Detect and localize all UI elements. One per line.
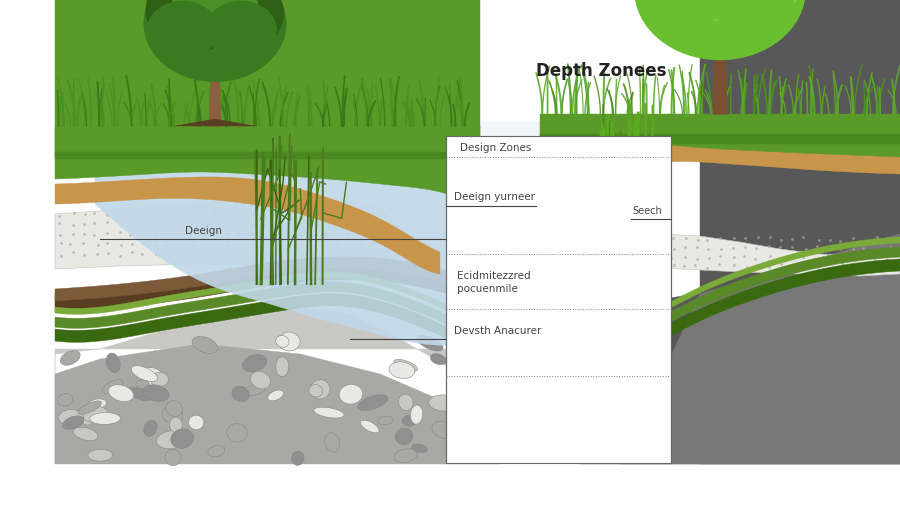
Polygon shape (620, 234, 900, 464)
Ellipse shape (143, 0, 286, 82)
Ellipse shape (360, 420, 379, 433)
Polygon shape (713, 29, 727, 114)
Ellipse shape (83, 407, 108, 423)
Ellipse shape (227, 424, 248, 442)
Ellipse shape (128, 388, 152, 401)
Ellipse shape (192, 0, 284, 52)
Ellipse shape (157, 431, 187, 449)
Ellipse shape (430, 354, 446, 364)
Polygon shape (55, 256, 550, 303)
Ellipse shape (144, 420, 158, 436)
Ellipse shape (171, 429, 194, 448)
Ellipse shape (417, 335, 443, 351)
Polygon shape (55, 259, 900, 361)
Ellipse shape (165, 449, 181, 466)
Ellipse shape (411, 444, 428, 453)
Ellipse shape (267, 390, 284, 401)
Ellipse shape (275, 336, 289, 347)
Ellipse shape (205, 1, 277, 59)
Ellipse shape (147, 1, 218, 59)
Polygon shape (95, 152, 610, 350)
Ellipse shape (88, 449, 112, 461)
Text: Depth Zonees: Depth Zonees (536, 62, 666, 80)
Ellipse shape (325, 433, 339, 452)
Ellipse shape (62, 416, 84, 429)
Ellipse shape (275, 357, 289, 377)
Bar (446, 136, 670, 463)
Polygon shape (540, 122, 900, 157)
Polygon shape (55, 237, 900, 333)
Text: Seech: Seech (633, 206, 662, 216)
Ellipse shape (669, 0, 771, 9)
Ellipse shape (146, 0, 246, 51)
Text: Deeign yurneer: Deeign yurneer (454, 192, 535, 202)
Polygon shape (55, 148, 480, 204)
Ellipse shape (432, 421, 457, 439)
Ellipse shape (395, 428, 413, 445)
Polygon shape (55, 344, 500, 464)
Ellipse shape (108, 384, 133, 401)
Ellipse shape (244, 384, 266, 395)
Polygon shape (55, 126, 480, 152)
Ellipse shape (428, 395, 458, 411)
Polygon shape (540, 114, 900, 134)
Ellipse shape (638, 0, 724, 33)
Ellipse shape (242, 355, 266, 372)
Ellipse shape (378, 416, 393, 425)
Ellipse shape (250, 371, 271, 389)
Ellipse shape (634, 0, 806, 60)
Ellipse shape (143, 385, 169, 401)
Ellipse shape (166, 401, 183, 416)
Polygon shape (580, 234, 900, 464)
Ellipse shape (309, 384, 323, 397)
Polygon shape (55, 304, 460, 464)
Ellipse shape (310, 380, 330, 399)
Polygon shape (55, 247, 900, 347)
Polygon shape (95, 122, 610, 164)
Polygon shape (700, 0, 900, 464)
Ellipse shape (88, 399, 106, 409)
Text: Devsth Anacurer: Devsth Anacurer (454, 326, 541, 336)
Ellipse shape (394, 449, 418, 463)
Ellipse shape (389, 362, 415, 378)
Ellipse shape (131, 365, 158, 382)
Ellipse shape (80, 407, 94, 425)
Polygon shape (210, 56, 220, 126)
Ellipse shape (90, 413, 121, 425)
Polygon shape (55, 262, 550, 314)
Ellipse shape (58, 410, 84, 426)
Text: Deeign: Deeign (185, 226, 222, 236)
Polygon shape (175, 119, 255, 126)
Ellipse shape (189, 415, 204, 430)
Text: Ecidmitezzred
pocuenmile: Ecidmitezzred pocuenmile (457, 271, 531, 294)
Text: Design Zones: Design Zones (461, 143, 532, 153)
Polygon shape (55, 0, 480, 178)
Ellipse shape (73, 427, 98, 440)
Ellipse shape (394, 359, 418, 372)
Ellipse shape (292, 451, 304, 465)
Ellipse shape (232, 386, 249, 402)
Ellipse shape (162, 406, 183, 424)
Polygon shape (560, 141, 900, 204)
Ellipse shape (708, 0, 794, 33)
Ellipse shape (314, 407, 344, 418)
Ellipse shape (103, 379, 123, 393)
Ellipse shape (402, 415, 417, 426)
Polygon shape (55, 177, 440, 274)
Ellipse shape (339, 384, 363, 404)
Ellipse shape (399, 394, 413, 411)
Ellipse shape (150, 372, 168, 387)
Ellipse shape (140, 368, 165, 387)
Ellipse shape (357, 395, 388, 411)
Ellipse shape (78, 401, 102, 414)
Ellipse shape (691, 0, 803, 24)
Ellipse shape (58, 393, 73, 406)
Ellipse shape (636, 0, 757, 24)
Ellipse shape (410, 405, 423, 424)
Ellipse shape (192, 336, 218, 354)
Ellipse shape (106, 353, 121, 373)
Ellipse shape (278, 332, 300, 351)
Ellipse shape (136, 380, 149, 389)
Polygon shape (55, 196, 420, 269)
